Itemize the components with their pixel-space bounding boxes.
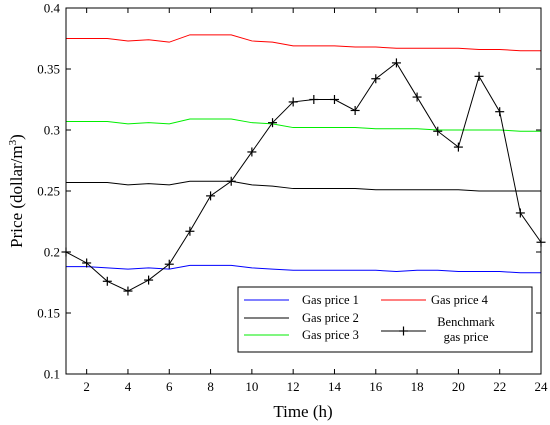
x-tick-label: 22 (493, 379, 506, 394)
y-tick-label: 0.1 (44, 367, 60, 382)
legend-label-gas-price-3: Gas price 3 (302, 328, 359, 342)
x-tick-label: 14 (328, 379, 342, 394)
legend-box (237, 286, 533, 353)
series-layer (61, 34, 546, 296)
legend-label-benchmark-line1: Benchmark (437, 315, 495, 329)
series-line-2 (66, 118, 541, 132)
benchmark-point-marker (226, 176, 236, 186)
benchmark-point-marker (453, 142, 463, 152)
benchmark-point-marker (350, 105, 360, 115)
benchmark-point-marker (495, 107, 505, 117)
legend-label-gas-price-2: Gas price 2 (302, 311, 359, 325)
y-axis-label-main: Price (dollar/m (7, 145, 26, 247)
series-line-4 (65, 62, 542, 292)
benchmark-point-marker (329, 95, 339, 104)
x-tick-label: 16 (369, 379, 383, 394)
y-tick-label: 0.2 (44, 245, 60, 260)
benchmark-point-marker (82, 258, 92, 268)
benchmark-point-marker (433, 126, 443, 136)
x-tick-label: 24 (535, 379, 549, 394)
x-tick-label: 18 (411, 379, 424, 394)
benchmark-point-marker (515, 208, 525, 218)
y-tick-label: 0.15 (37, 306, 60, 321)
x-tick-label: 8 (207, 379, 214, 394)
benchmark-point-marker (412, 92, 422, 102)
x-axis-label: Time (h) (273, 402, 332, 421)
benchmark-point-marker (185, 226, 195, 236)
series-group-1 (66, 180, 541, 192)
legend: Gas price 1 Gas price 2 Gas price 3 Gas … (237, 286, 533, 353)
series-group-3 (66, 34, 541, 52)
series-group-0 (66, 264, 541, 274)
x-tick-label: 12 (287, 379, 300, 394)
benchmark-point-marker (164, 259, 174, 269)
ticks-layer: 2 4 6 8 10 12 14 16 18 20 22 240.10.150.20.250.30.3… (37, 1, 548, 395)
benchmark-point-marker (206, 191, 216, 201)
y-tick-label: 0.3 (44, 123, 60, 138)
x-tick-label: 20 (452, 379, 465, 394)
series-line-0 (66, 264, 541, 274)
y-axis-label-close: ) (7, 134, 26, 140)
legend-label-gas-price-1: Gas price 1 (302, 293, 359, 307)
benchmark-point-marker (123, 286, 133, 296)
benchmark-point-marker (309, 95, 319, 104)
benchmark-point-marker (247, 147, 257, 157)
benchmark-point-marker (268, 118, 278, 128)
benchmark-point-marker (288, 97, 298, 107)
legend-label-gas-price-4: Gas price 4 (431, 293, 489, 307)
x-tick-label: 6 (166, 379, 173, 394)
benchmark-point-marker (371, 74, 381, 84)
y-tick-label: 0.35 (37, 62, 60, 77)
series-line-3 (66, 34, 541, 52)
series-group-2 (66, 118, 541, 132)
x-tick-label: 2 (83, 379, 90, 394)
benchmark-point-marker (102, 276, 112, 286)
legend-label-benchmark-line2: gas price (444, 330, 489, 344)
y-axis-label-superscript: 3 (7, 139, 19, 145)
series-group-4 (61, 58, 546, 296)
y-tick-label: 0.4 (44, 1, 61, 16)
y-axis-label: Price (dollar/m3) (7, 134, 26, 248)
series-line-1 (66, 180, 541, 192)
x-tick-label: 10 (245, 379, 258, 394)
benchmark-point-marker (144, 275, 154, 285)
benchmark-point-marker (474, 71, 484, 81)
benchmark-point-marker (391, 58, 401, 68)
x-tick-label: 4 (125, 379, 132, 394)
y-tick-label: 0.25 (37, 184, 60, 199)
